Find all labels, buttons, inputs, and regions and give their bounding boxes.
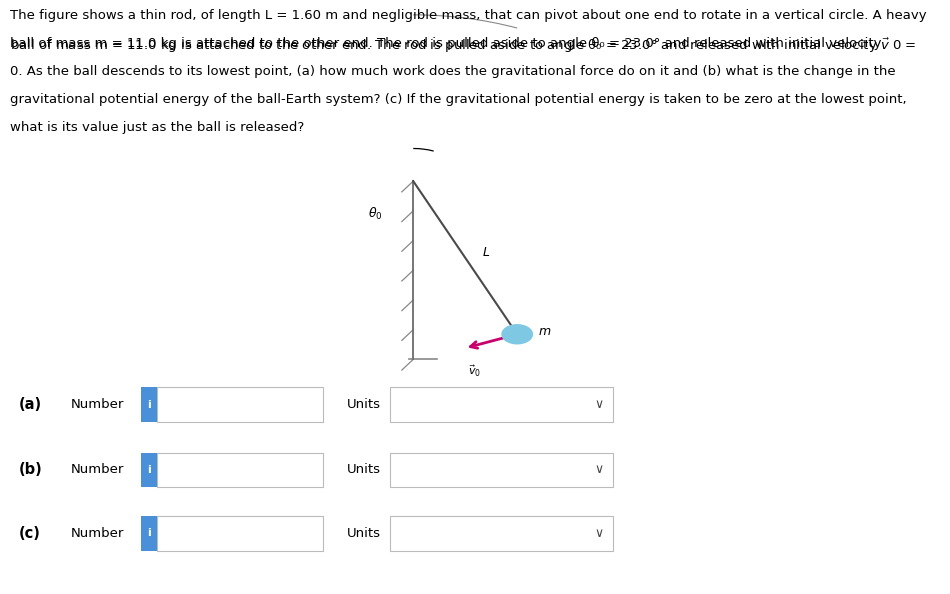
Bar — [157, 516, 323, 551]
Text: Units: Units — [347, 398, 381, 411]
Text: $\theta_0$: $\theta_0$ — [368, 206, 383, 222]
Bar — [157, 387, 323, 422]
Circle shape — [502, 325, 532, 344]
Bar — [390, 516, 613, 551]
Bar — [141, 453, 157, 487]
Text: gravitational potential energy of the ball-Earth system? (c) If the gravitationa: gravitational potential energy of the ba… — [10, 93, 906, 106]
Text: Units: Units — [347, 527, 381, 540]
Text: $L$: $L$ — [482, 247, 490, 260]
Text: what is its value just as the ball is released?: what is its value just as the ball is re… — [10, 121, 304, 134]
Text: ball of mass m = 11.0 kg is attached to the other end. The rod is pulled aside t: ball of mass m = 11.0 kg is attached to … — [10, 37, 885, 50]
Text: $m$: $m$ — [538, 325, 551, 338]
Text: The figure shows a thin rod, of length L = 1.60 m and negligible mass, that can : The figure shows a thin rod, of length L… — [10, 9, 926, 22]
Bar — [390, 453, 613, 487]
Bar — [157, 453, 323, 487]
Text: (c): (c) — [19, 526, 41, 541]
Bar — [390, 387, 613, 422]
Text: ∨: ∨ — [594, 398, 603, 411]
Text: ∨: ∨ — [594, 463, 603, 476]
Text: ball of mass m = 11.0 kg is attached to the other end. The rod is pulled aside t: ball of mass m = 11.0 kg is attached to … — [10, 37, 916, 55]
Text: i: i — [147, 529, 150, 538]
Bar — [141, 516, 157, 551]
Text: Units: Units — [347, 463, 381, 476]
Text: $\vec{v}_0$: $\vec{v}_0$ — [467, 363, 481, 378]
Text: i: i — [147, 465, 150, 475]
Text: 0. As the ball descends to its lowest point, (a) how much work does the gravitat: 0. As the ball descends to its lowest po… — [10, 65, 895, 78]
Text: i: i — [147, 400, 150, 409]
Text: Number: Number — [71, 463, 124, 476]
Bar — [141, 387, 157, 422]
Text: (b): (b) — [19, 462, 43, 478]
Text: Number: Number — [71, 398, 124, 411]
Text: Number: Number — [71, 527, 124, 540]
Text: (a): (a) — [19, 397, 42, 412]
Text: ∨: ∨ — [594, 527, 603, 540]
